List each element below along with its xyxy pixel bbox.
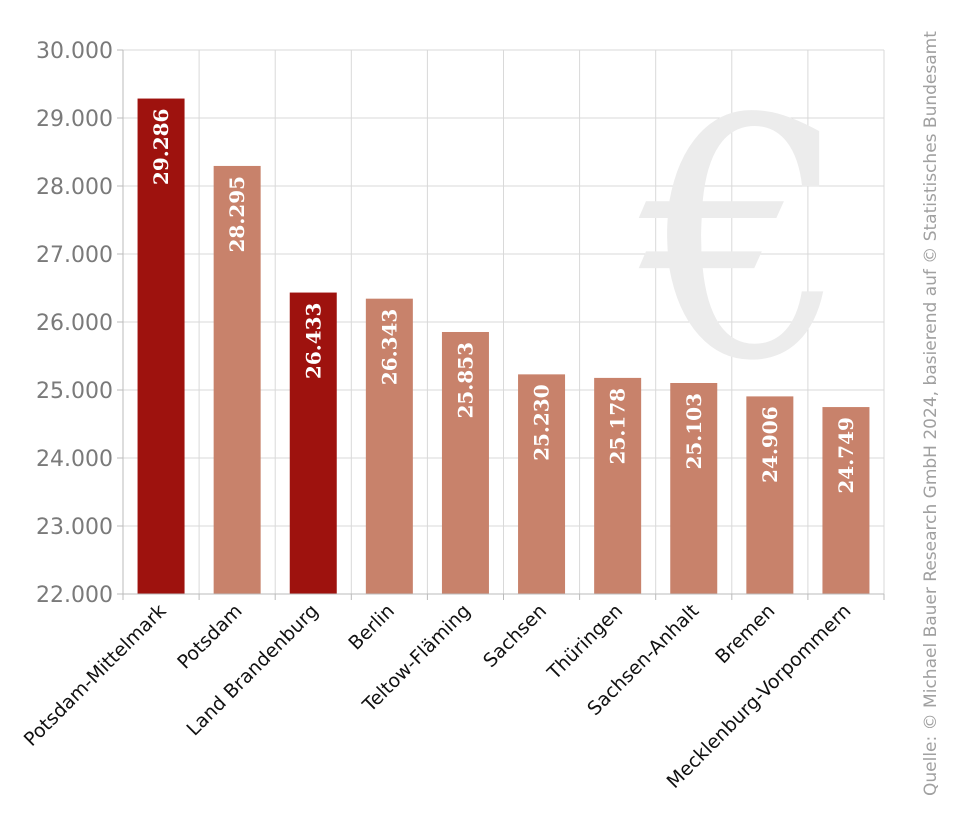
- bars: 29.286 28.295 26.433 26.343 25.853 25.230 25.1…: [137, 98, 870, 594]
- y-tick-label: 30.000: [36, 39, 113, 64]
- bar-value-label: 25.103: [682, 393, 706, 470]
- x-category-label: Sachsen: [479, 600, 551, 672]
- x-category-label: Potsdam: [173, 600, 247, 674]
- bar: [594, 377, 642, 594]
- bar-value-label: 25.178: [606, 388, 630, 465]
- y-tick-label: 27.000: [36, 243, 113, 268]
- bar-value-label: 26.433: [301, 303, 325, 380]
- bar: [365, 298, 413, 594]
- bar: [518, 374, 566, 594]
- bar: [746, 396, 794, 594]
- x-category-label: Berlin: [344, 600, 399, 655]
- y-tick-label: 29.000: [36, 107, 113, 132]
- bar-value-label: 25.853: [453, 342, 477, 419]
- bar-value-label: 28.295: [225, 176, 249, 253]
- bar-value-label: 29.286: [149, 109, 173, 186]
- y-tick-label: 25.000: [36, 379, 113, 404]
- bar: [670, 382, 718, 594]
- bar: [289, 292, 337, 594]
- bar: [137, 98, 185, 594]
- bar: [441, 331, 489, 594]
- x-category-label: Potsdam-Mittelmark: [20, 600, 171, 751]
- y-tick-label: 28.000: [36, 175, 113, 200]
- y-tick-label: 23.000: [36, 515, 113, 540]
- y-tick-label: 24.000: [36, 447, 113, 472]
- bar-value-label: 25.230: [530, 384, 554, 461]
- euro-watermark-icon: €: [635, 49, 850, 433]
- bar: [213, 165, 261, 594]
- bar-value-label: 24.749: [834, 417, 858, 494]
- source-note: Quelle: © Michael Bauer Research GmbH 20…: [921, 31, 941, 796]
- x-category-label: Bremen: [711, 600, 779, 668]
- x-category-label: Land Brandenburg: [183, 600, 323, 740]
- bar: [822, 407, 870, 594]
- bar-value-label: 24.906: [758, 406, 782, 483]
- bar-value-label: 26.343: [377, 309, 401, 386]
- y-tick-label: 26.000: [36, 311, 113, 336]
- y-tick-label: 22.000: [36, 583, 113, 608]
